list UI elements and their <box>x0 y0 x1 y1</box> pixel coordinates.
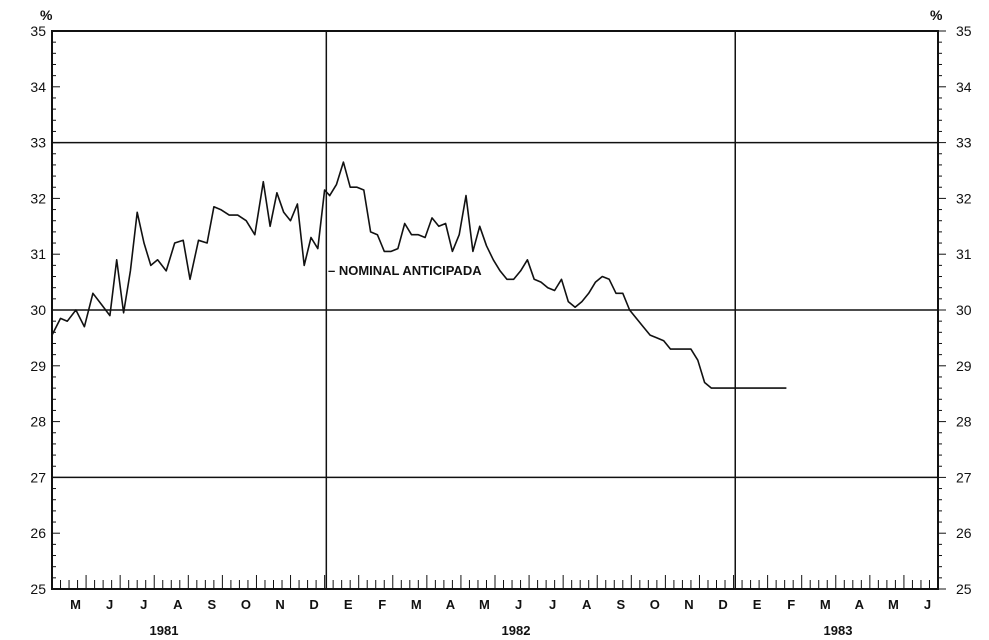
y-tick-label-left: 31 <box>30 246 46 262</box>
y-tick-label-right: 26 <box>956 525 972 541</box>
y-tick-label-right: 30 <box>956 302 972 318</box>
x-month-label: D <box>718 597 727 612</box>
x-month-label: A <box>446 597 456 612</box>
x-month-label: O <box>650 597 660 612</box>
y-tick-label-left: 33 <box>30 135 46 151</box>
x-month-label: J <box>106 597 113 612</box>
y-tick-label-left: 25 <box>30 581 46 597</box>
x-month-label: A <box>582 597 592 612</box>
y-tick-label-left: 27 <box>30 469 46 485</box>
y-tick-label-left: 26 <box>30 525 46 541</box>
year-label-1982: 1982 <box>502 623 531 638</box>
x-month-label: N <box>684 597 693 612</box>
y-tick-label-right: 27 <box>956 469 972 485</box>
y-tick-label-left: 34 <box>30 79 46 95</box>
y-tick-label-left: 32 <box>30 190 46 206</box>
x-month-label: S <box>616 597 625 612</box>
year-label-1983: 1983 <box>824 623 853 638</box>
x-month-label: J <box>515 597 522 612</box>
year-label-1981: 1981 <box>150 623 179 638</box>
x-month-label: F <box>378 597 386 612</box>
x-month-label: A <box>855 597 865 612</box>
x-month-label: E <box>344 597 353 612</box>
year-labels: 1981 1982 1983 <box>150 623 853 638</box>
y-tick-label-left: 30 <box>30 302 46 318</box>
y-tick-label-left: 29 <box>30 358 46 374</box>
y-tick-label-right: 25 <box>956 581 972 597</box>
x-month-label: M <box>888 597 899 612</box>
y-unit-right: % <box>930 7 943 23</box>
series <box>51 161 787 389</box>
x-month-label: D <box>309 597 318 612</box>
x-month-label: N <box>275 597 284 612</box>
y-tick-label-right: 29 <box>956 358 972 374</box>
x-month-label: F <box>787 597 795 612</box>
y-tick-label-right: 34 <box>956 79 972 95</box>
series-line <box>51 161 787 389</box>
x-month-label: A <box>173 597 183 612</box>
annotation-nominal-anticipada: – NOMINAL ANTICIPADA <box>328 263 482 278</box>
axis-ticks <box>51 30 946 590</box>
x-month-label: O <box>241 597 251 612</box>
x-month-label: E <box>753 597 762 612</box>
x-month-label: M <box>411 597 422 612</box>
x-month-label: M <box>479 597 490 612</box>
x-month-label: J <box>924 597 931 612</box>
x-month-label: J <box>140 597 147 612</box>
y-tick-label-right: 32 <box>956 190 972 206</box>
grid <box>51 30 939 590</box>
x-month-label: J <box>549 597 556 612</box>
y-tick-labels: 25 25 26 26 27 27 28 28 29 29 30 30 31 31 32 32 33 33 34 34… <box>30 23 971 597</box>
y-tick-label-left: 28 <box>30 414 46 430</box>
y-unit-left: % <box>40 7 53 23</box>
y-tick-label-right: 33 <box>956 135 972 151</box>
x-month-label: S <box>208 597 217 612</box>
y-tick-label-right: 35 <box>956 23 972 39</box>
y-tick-label-right: 31 <box>956 246 972 262</box>
x-month-label: M <box>70 597 81 612</box>
y-tick-label-left: 35 <box>30 23 46 39</box>
x-month-label: M <box>820 597 831 612</box>
y-tick-label-right: 28 <box>956 414 972 430</box>
